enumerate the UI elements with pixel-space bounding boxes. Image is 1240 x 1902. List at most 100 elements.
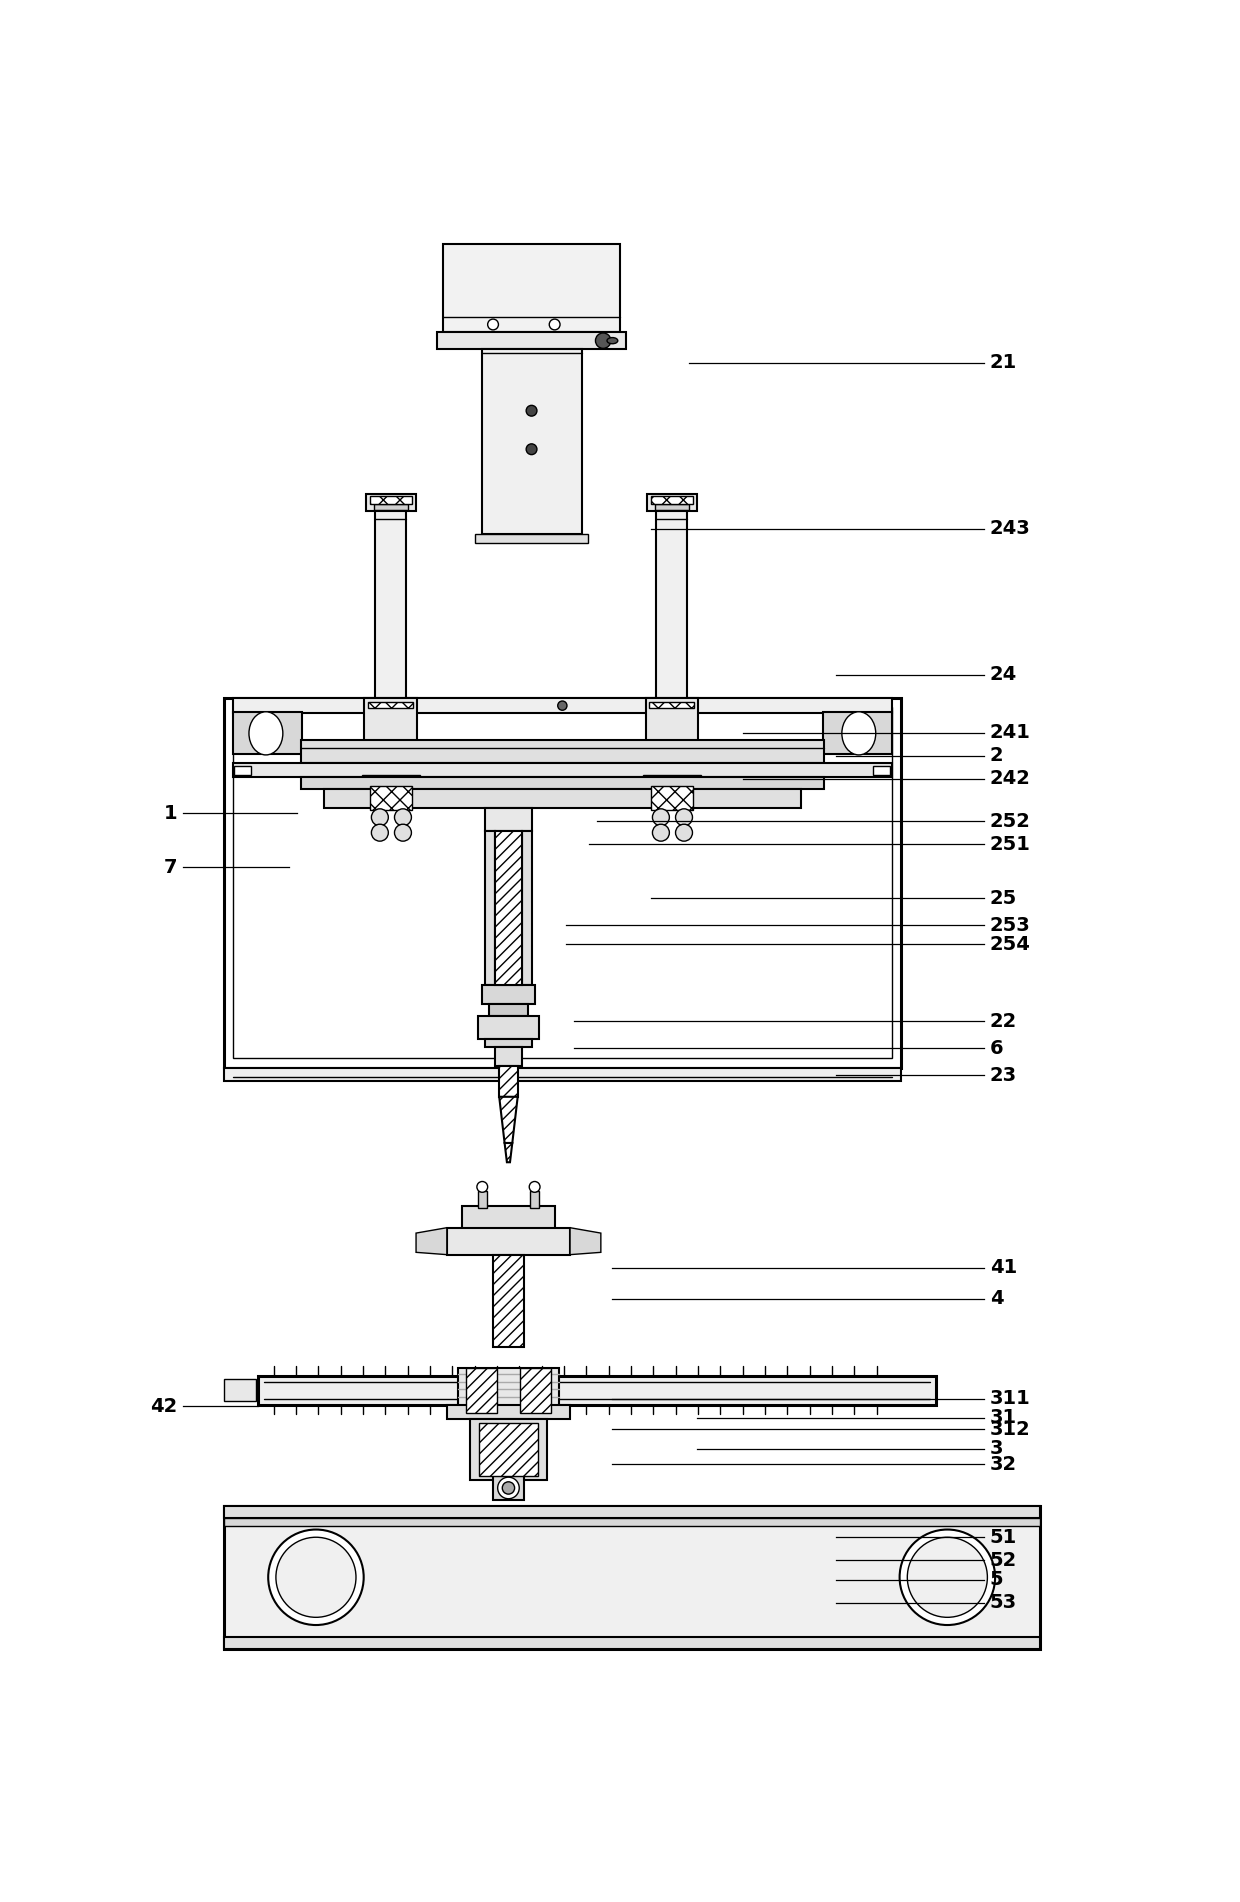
Bar xyxy=(324,789,801,808)
Text: 3: 3 xyxy=(990,1440,1003,1459)
Bar xyxy=(365,698,417,759)
Bar xyxy=(485,831,495,985)
Text: 311: 311 xyxy=(990,1388,1030,1407)
Text: 32: 32 xyxy=(990,1455,1017,1474)
Text: 254: 254 xyxy=(990,936,1030,953)
Bar xyxy=(223,1506,1040,1518)
Bar xyxy=(373,504,408,510)
Bar xyxy=(366,495,417,512)
Ellipse shape xyxy=(676,808,692,825)
Bar xyxy=(223,1518,1040,1525)
Text: 6: 6 xyxy=(990,1038,1003,1058)
Bar xyxy=(233,711,303,755)
Bar xyxy=(300,778,825,789)
Bar xyxy=(494,1255,523,1347)
Ellipse shape xyxy=(676,824,692,841)
Ellipse shape xyxy=(249,711,283,755)
Bar xyxy=(233,708,892,1058)
Bar xyxy=(495,831,522,985)
Bar xyxy=(463,1206,554,1229)
Bar xyxy=(223,1506,1040,1649)
Bar xyxy=(495,1046,522,1065)
Text: 21: 21 xyxy=(990,354,1017,373)
Ellipse shape xyxy=(502,1482,515,1495)
Ellipse shape xyxy=(394,808,412,825)
Bar xyxy=(223,1638,1040,1649)
Ellipse shape xyxy=(487,320,498,329)
Bar xyxy=(443,243,620,333)
Ellipse shape xyxy=(372,824,388,841)
Ellipse shape xyxy=(497,1478,520,1499)
Bar xyxy=(233,763,892,778)
Bar xyxy=(436,333,626,350)
Bar xyxy=(500,1065,517,1097)
Bar xyxy=(520,1368,551,1413)
Bar xyxy=(370,787,412,810)
Text: 312: 312 xyxy=(990,1421,1030,1440)
Ellipse shape xyxy=(842,711,875,755)
Bar xyxy=(258,1375,936,1406)
Text: 42: 42 xyxy=(150,1396,177,1415)
Bar xyxy=(481,985,536,1004)
Bar xyxy=(485,808,532,831)
Bar xyxy=(370,496,412,504)
Text: 251: 251 xyxy=(990,835,1030,854)
Text: 252: 252 xyxy=(990,812,1030,831)
Ellipse shape xyxy=(899,1529,994,1624)
Polygon shape xyxy=(417,1227,446,1255)
Bar xyxy=(470,1419,547,1480)
Text: 24: 24 xyxy=(990,666,1017,685)
Ellipse shape xyxy=(277,1537,356,1617)
Text: 253: 253 xyxy=(990,915,1030,934)
Ellipse shape xyxy=(268,1529,363,1624)
Bar xyxy=(376,512,405,734)
Text: 243: 243 xyxy=(990,519,1030,538)
Text: 41: 41 xyxy=(990,1259,1017,1278)
Bar xyxy=(647,495,697,512)
Bar xyxy=(644,774,701,787)
Bar xyxy=(475,534,588,544)
Bar xyxy=(223,1379,255,1402)
Ellipse shape xyxy=(549,320,560,329)
Bar xyxy=(446,1227,570,1255)
Ellipse shape xyxy=(526,443,537,455)
Bar xyxy=(873,767,890,774)
Ellipse shape xyxy=(477,1181,487,1193)
Bar xyxy=(477,1191,487,1208)
Text: 2: 2 xyxy=(990,746,1003,765)
Ellipse shape xyxy=(372,808,388,825)
Bar xyxy=(646,698,698,759)
Ellipse shape xyxy=(652,808,670,825)
Text: 7: 7 xyxy=(164,858,177,877)
Bar xyxy=(650,702,694,708)
Polygon shape xyxy=(570,1227,601,1255)
Bar xyxy=(490,1004,528,1016)
Bar xyxy=(466,1368,497,1413)
Ellipse shape xyxy=(558,702,567,709)
Bar xyxy=(656,512,687,734)
Ellipse shape xyxy=(652,824,670,841)
Ellipse shape xyxy=(529,1181,541,1193)
Bar xyxy=(481,350,582,534)
Text: 5: 5 xyxy=(990,1569,1003,1588)
Ellipse shape xyxy=(394,824,412,841)
Bar xyxy=(522,831,532,985)
Bar xyxy=(651,787,693,810)
Text: 51: 51 xyxy=(990,1527,1017,1546)
Polygon shape xyxy=(500,1097,517,1143)
Polygon shape xyxy=(505,1143,512,1162)
Bar xyxy=(223,698,901,1067)
Bar xyxy=(529,1191,539,1208)
Bar xyxy=(234,767,252,774)
Bar xyxy=(223,1067,901,1082)
Bar xyxy=(368,702,413,708)
Bar xyxy=(477,1016,539,1038)
Bar xyxy=(479,1423,538,1476)
Text: 4: 4 xyxy=(990,1290,1003,1309)
Bar xyxy=(300,740,825,763)
Bar xyxy=(655,504,689,510)
Text: 53: 53 xyxy=(990,1594,1017,1613)
Bar xyxy=(446,1406,570,1419)
Bar xyxy=(822,711,892,755)
Ellipse shape xyxy=(595,333,611,348)
